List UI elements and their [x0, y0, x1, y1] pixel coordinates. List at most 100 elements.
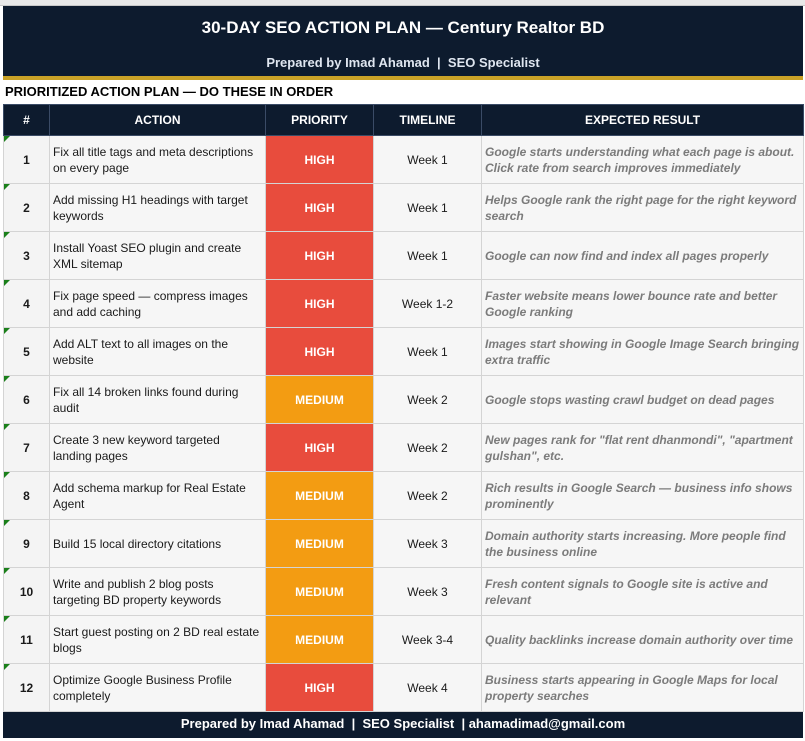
comment-indicator-icon — [4, 424, 10, 430]
row-number-cell[interactable]: 5 — [3, 327, 50, 376]
column-header-number[interactable]: # — [3, 104, 50, 136]
timeline-cell[interactable]: Week 1-2 — [373, 279, 482, 328]
table-row: 3 Install Yoast SEO plugin and create XML… — [3, 231, 804, 280]
expected-result-cell[interactable]: Google can now find and index all pages … — [481, 231, 804, 280]
comment-indicator-icon — [4, 136, 10, 142]
row-number: 11 — [20, 632, 33, 647]
expected-result-cell[interactable]: New pages rank for "flat rent dhanmondi"… — [481, 423, 804, 472]
page-title: 30-DAY SEO ACTION PLAN — Century Realtor… — [201, 18, 605, 37]
action-cell[interactable]: Install Yoast SEO plugin and create XML … — [49, 231, 266, 280]
timeline-cell[interactable]: Week 1 — [373, 183, 482, 232]
table-row: 12 Optimize Google Business Profile compl… — [3, 663, 804, 712]
row-number: 1 — [23, 152, 30, 167]
table-row: 1 Fix all title tags and meta description… — [3, 135, 804, 184]
column-header-expected-result[interactable]: EXPECTED RESULT — [481, 104, 804, 136]
expected-result-cell[interactable]: Images start showing in Google Image Sea… — [481, 327, 804, 376]
expected-result-cell[interactable]: Faster website means lower bounce rate a… — [481, 279, 804, 328]
table-row: 5 Add ALT text to all images on the websi… — [3, 327, 804, 376]
expected-result-cell[interactable]: Business starts appearing in Google Maps… — [481, 663, 804, 712]
priority-badge[interactable]: HIGH — [265, 327, 374, 376]
row-number-cell[interactable]: 10 — [3, 567, 50, 616]
timeline-cell[interactable]: Week 3 — [373, 519, 482, 568]
row-number: 4 — [23, 296, 30, 311]
table-row: 9 Build 15 local directory citations MEDIU… — [3, 519, 804, 568]
timeline-cell[interactable]: Week 2 — [373, 423, 482, 472]
comment-indicator-icon — [4, 664, 10, 670]
priority-badge[interactable]: HIGH — [265, 183, 374, 232]
priority-badge[interactable]: HIGH — [265, 663, 374, 712]
timeline-cell[interactable]: Week 3-4 — [373, 615, 482, 664]
action-cell[interactable]: Build 15 local directory citations — [49, 519, 266, 568]
action-cell[interactable]: Fix all title tags and meta descriptions… — [49, 135, 266, 184]
column-header-action[interactable]: ACTION — [49, 104, 266, 136]
priority-badge[interactable]: MEDIUM — [265, 615, 374, 664]
action-plan-table: # ACTION PRIORITY TIMELINE EXPECTED RESU… — [3, 104, 804, 712]
expected-result-cell[interactable]: Quality backlinks increase domain author… — [481, 615, 804, 664]
timeline-cell[interactable]: Week 2 — [373, 375, 482, 424]
expected-result-cell[interactable]: Fresh content signals to Google site is … — [481, 567, 804, 616]
priority-badge[interactable]: HIGH — [265, 279, 374, 328]
action-cell[interactable]: Fix all 14 broken links found during aud… — [49, 375, 266, 424]
priority-badge[interactable]: MEDIUM — [265, 471, 374, 520]
comment-indicator-icon — [4, 184, 10, 190]
timeline-cell[interactable]: Week 3 — [373, 567, 482, 616]
title-banner: 30-DAY SEO ACTION PLAN — Century Realtor… — [3, 6, 803, 76]
row-number-cell[interactable]: 9 — [3, 519, 50, 568]
comment-indicator-icon — [4, 232, 10, 238]
timeline-cell[interactable]: Week 2 — [373, 471, 482, 520]
table-row: 6 Fix all 14 broken links found during au… — [3, 375, 804, 424]
expected-result-cell[interactable]: Domain authority starts increasing. More… — [481, 519, 804, 568]
sheet-top-strip — [0, 0, 805, 6]
action-cell[interactable]: Write and publish 2 blog posts targeting… — [49, 567, 266, 616]
section-title: PRIORITIZED ACTION PLAN — DO THESE IN OR… — [5, 84, 334, 99]
priority-badge[interactable]: HIGH — [265, 231, 374, 280]
row-number: 5 — [23, 344, 30, 359]
column-header-priority[interactable]: PRIORITY — [265, 104, 374, 136]
table-row: 11 Start guest posting on 2 BD real estat… — [3, 615, 804, 664]
row-number-cell[interactable]: 4 — [3, 279, 50, 328]
row-number: 7 — [23, 440, 30, 455]
comment-indicator-icon — [4, 472, 10, 478]
expected-result-cell[interactable]: Rich results in Google Search — business… — [481, 471, 804, 520]
table-row: 4 Fix page speed — compress images and ad… — [3, 279, 804, 328]
action-cell[interactable]: Optimize Google Business Profile complet… — [49, 663, 266, 712]
timeline-cell[interactable]: Week 1 — [373, 135, 482, 184]
row-number-cell[interactable]: 11 — [3, 615, 50, 664]
timeline-cell[interactable]: Week 1 — [373, 231, 482, 280]
timeline-cell[interactable]: Week 1 — [373, 327, 482, 376]
page-subtitle: Prepared by Imad Ahamad | SEO Specialist — [266, 55, 540, 70]
priority-badge[interactable]: MEDIUM — [265, 375, 374, 424]
table-header-row: # ACTION PRIORITY TIMELINE EXPECTED RESU… — [3, 104, 804, 136]
action-cell[interactable]: Create 3 new keyword targeted landing pa… — [49, 423, 266, 472]
action-cell[interactable]: Add schema markup for Real Estate Agent — [49, 471, 266, 520]
row-number-cell[interactable]: 8 — [3, 471, 50, 520]
expected-result-cell[interactable]: Google starts understanding what each pa… — [481, 135, 804, 184]
comment-indicator-icon — [4, 376, 10, 382]
priority-badge[interactable]: MEDIUM — [265, 519, 374, 568]
row-number-cell[interactable]: 3 — [3, 231, 50, 280]
row-number-cell[interactable]: 12 — [3, 663, 50, 712]
row-number-cell[interactable]: 1 — [3, 135, 50, 184]
row-number-cell[interactable]: 2 — [3, 183, 50, 232]
column-header-timeline[interactable]: TIMELINE — [373, 104, 482, 136]
table-row: 2 Add missing H1 headings with target key… — [3, 183, 804, 232]
action-cell[interactable]: Fix page speed — compress images and add… — [49, 279, 266, 328]
action-cell[interactable]: Add ALT text to all images on the websit… — [49, 327, 266, 376]
row-number: 9 — [23, 536, 30, 551]
expected-result-cell[interactable]: Google stops wasting crawl budget on dea… — [481, 375, 804, 424]
row-number: 12 — [19, 680, 34, 695]
timeline-cell[interactable]: Week 4 — [373, 663, 482, 712]
priority-badge[interactable]: HIGH — [265, 423, 374, 472]
priority-badge[interactable]: MEDIUM — [265, 567, 374, 616]
row-number-cell[interactable]: 6 — [3, 375, 50, 424]
action-cell[interactable]: Add missing H1 headings with target keyw… — [49, 183, 266, 232]
comment-indicator-icon — [4, 280, 10, 286]
row-number: 10 — [19, 584, 34, 599]
row-number-cell[interactable]: 7 — [3, 423, 50, 472]
row-number: 8 — [23, 488, 30, 503]
action-cell[interactable]: Start guest posting on 2 BD real estate … — [49, 615, 266, 664]
expected-result-cell[interactable]: Helps Google rank the right page for the… — [481, 183, 804, 232]
footer-bar: Prepared by Imad Ahamad | SEO Specialist… — [3, 712, 803, 738]
priority-badge[interactable]: HIGH — [265, 135, 374, 184]
